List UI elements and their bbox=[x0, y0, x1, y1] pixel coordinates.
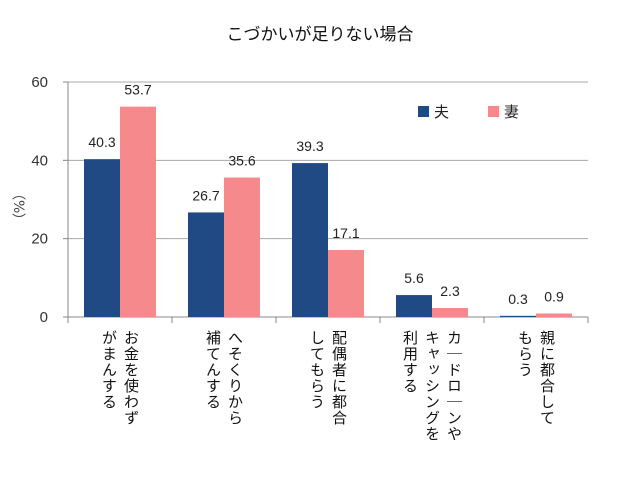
y-tick-label: 0 bbox=[40, 309, 48, 326]
y-tick-label: 40 bbox=[31, 152, 48, 169]
x-tick-label: 配偶者に都合 してもらう bbox=[308, 330, 348, 426]
bar-wife bbox=[328, 250, 364, 317]
data-label: 0.3 bbox=[508, 291, 528, 307]
legend-swatch bbox=[418, 106, 429, 117]
bar-wife bbox=[224, 177, 260, 317]
bar-husband bbox=[396, 295, 432, 317]
bar-husband bbox=[188, 212, 224, 317]
bar-husband bbox=[500, 315, 536, 317]
x-tick-label: 親に都合して もらう bbox=[516, 330, 556, 426]
y-axis-label: （%） bbox=[10, 186, 26, 228]
data-label: 40.3 bbox=[88, 134, 115, 150]
bar-husband bbox=[84, 159, 120, 317]
data-label: 5.6 bbox=[404, 270, 424, 286]
legend-label: 夫 bbox=[434, 103, 449, 121]
data-label: 53.7 bbox=[124, 82, 151, 98]
legend-label: 妻 bbox=[504, 103, 519, 121]
legend-swatch bbox=[488, 106, 499, 117]
y-tick-label: 20 bbox=[31, 231, 48, 248]
x-tick-label: カ｜ドロ｜ンや キャッシングを 利用する bbox=[401, 330, 463, 442]
bar-wife bbox=[432, 307, 468, 317]
data-label: 39.3 bbox=[296, 138, 323, 154]
data-label: 35.6 bbox=[228, 153, 255, 169]
x-tick-label: お金を使わず がまんする bbox=[100, 330, 140, 426]
data-label: 2.3 bbox=[440, 283, 460, 299]
data-label: 0.9 bbox=[544, 288, 564, 304]
data-label: 26.7 bbox=[192, 187, 219, 203]
y-tick-label: 60 bbox=[31, 74, 48, 91]
data-label: 17.1 bbox=[332, 225, 359, 241]
bar-wife bbox=[120, 106, 156, 317]
bar-husband bbox=[292, 163, 328, 317]
bar-wife bbox=[536, 313, 572, 317]
x-tick-label: へそくりから 補てんする bbox=[204, 330, 244, 426]
chart-title: こづかいが足りない場合 bbox=[226, 25, 414, 45]
